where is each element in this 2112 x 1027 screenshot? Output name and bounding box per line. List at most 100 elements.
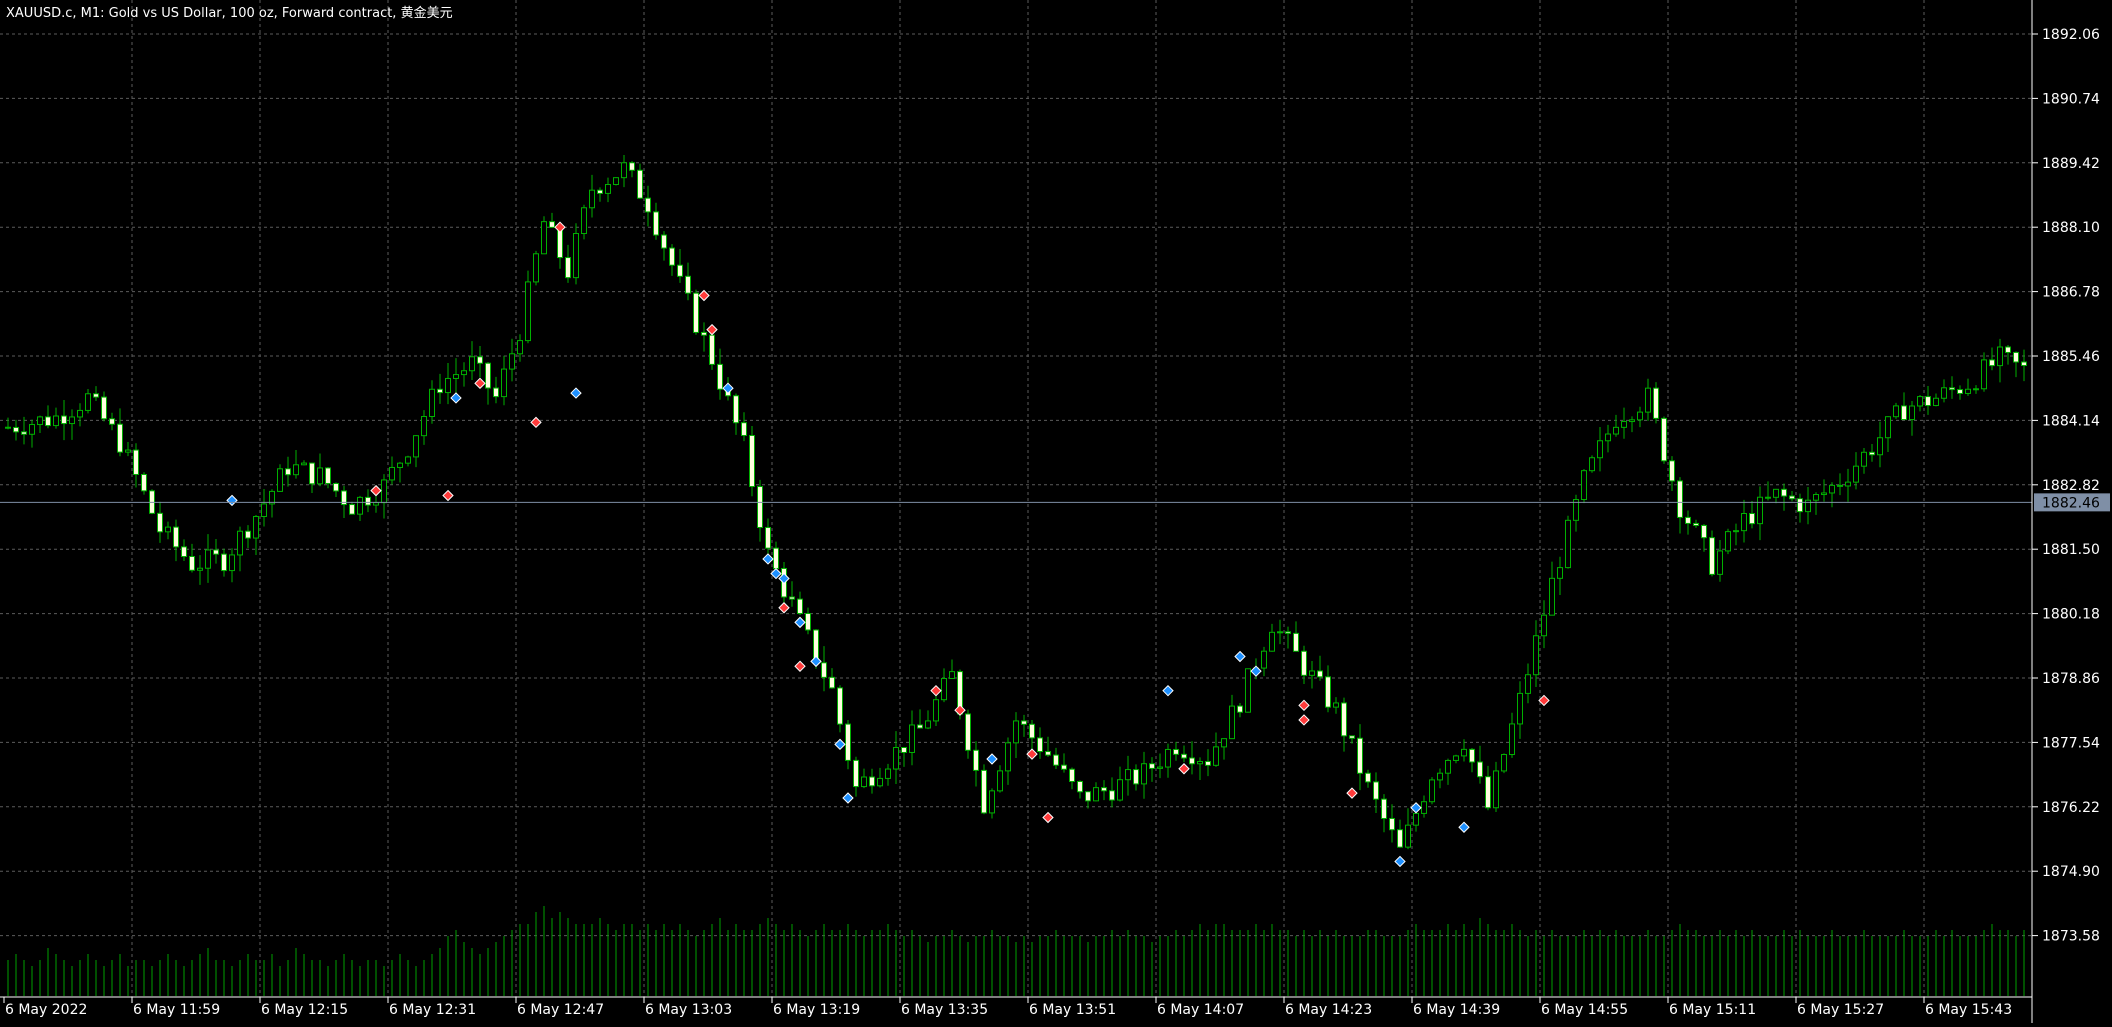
buy-trade-marker	[1234, 650, 1246, 663]
candle-body	[1461, 748, 1467, 757]
current-price-tag	[2034, 493, 2110, 512]
candle-body	[477, 356, 483, 364]
candle-body	[485, 362, 491, 389]
candle-body	[933, 699, 939, 722]
candle-body	[533, 253, 539, 283]
sell-trade-marker	[1538, 694, 1550, 707]
candle-body	[1197, 760, 1203, 765]
candle-body	[1173, 748, 1179, 755]
candle-body	[181, 546, 187, 558]
buy-trade-marker	[722, 382, 734, 394]
candle-body	[13, 426, 19, 433]
sell-trade-marker	[698, 289, 710, 302]
buy-trade-marker	[226, 494, 238, 507]
candle-body	[965, 713, 971, 751]
candle-body	[1213, 746, 1219, 766]
candle-body	[285, 468, 291, 476]
candle-body	[1149, 763, 1155, 769]
candle-body	[901, 747, 907, 753]
candle-body	[1901, 405, 1907, 421]
buy-trade-marker	[570, 387, 582, 399]
candle-body	[469, 356, 475, 372]
candle-body	[1765, 496, 1771, 499]
buy-trade-marker	[450, 392, 462, 404]
candle-body	[1485, 776, 1491, 809]
candle-body	[277, 468, 283, 492]
candle-body	[869, 776, 875, 787]
candle-body	[1141, 763, 1147, 785]
candle-body	[373, 502, 379, 506]
candle-body	[2021, 361, 2027, 367]
candle-body	[1853, 465, 1859, 483]
candle-body	[1861, 451, 1867, 467]
candle-body	[1229, 705, 1235, 740]
candle-body	[1933, 397, 1939, 407]
time-tick-label: 6 May 15:27	[1797, 1002, 1884, 1018]
candle-body	[349, 504, 355, 515]
candle-body	[493, 387, 499, 398]
candle-body	[693, 292, 699, 333]
candle-body	[2005, 346, 2011, 353]
candle-body	[1029, 723, 1035, 739]
candle-body	[565, 257, 571, 279]
time-tick-label: 6 May 13:51	[1029, 1002, 1116, 1018]
candle-body	[1997, 346, 2003, 367]
candle-body	[381, 479, 387, 504]
candle-body	[1445, 759, 1451, 774]
candle-body	[1909, 405, 1915, 421]
candle-body	[893, 747, 899, 770]
price-tick-label: 1889.42	[2042, 156, 2100, 172]
candle-body	[1749, 513, 1755, 525]
candle-body	[1269, 631, 1275, 652]
candle-body	[437, 388, 443, 394]
candle-body	[1469, 748, 1475, 763]
candle-body	[173, 526, 179, 548]
candle-body	[453, 374, 459, 379]
candle-body	[1941, 387, 1947, 399]
candle-body	[445, 377, 451, 394]
candle-body	[1493, 770, 1499, 809]
candle-body	[845, 723, 851, 761]
candle-body	[1725, 531, 1731, 552]
candle-body	[765, 526, 771, 549]
candle-body	[821, 662, 827, 678]
candle-body	[1413, 812, 1419, 826]
candle-body	[629, 162, 635, 171]
candle-body	[109, 418, 115, 425]
candle-body	[1805, 499, 1811, 513]
candle-body	[1325, 676, 1331, 708]
candle-body	[877, 777, 883, 787]
candle-body	[2013, 351, 2019, 363]
candle-body	[1405, 824, 1411, 848]
candle-body	[981, 769, 987, 814]
candle-body	[429, 388, 435, 418]
candle-body	[357, 496, 363, 515]
candle-body	[1317, 670, 1323, 678]
candle-body	[389, 466, 395, 481]
candle-body	[509, 353, 515, 370]
candle-body	[989, 790, 995, 814]
candle-body	[581, 207, 587, 235]
candle-body	[1685, 516, 1691, 524]
candle-body	[1845, 481, 1851, 487]
buy-trade-marker	[986, 753, 998, 765]
candle-body	[1261, 650, 1267, 669]
buy-trade-marker	[1410, 802, 1422, 814]
candle-body	[1021, 720, 1027, 725]
candle-body	[1757, 496, 1763, 525]
candle-body	[461, 370, 467, 376]
buy-trade-marker	[1458, 821, 1470, 833]
candle-body	[1965, 388, 1971, 394]
price-tick-label: 1882.82	[2042, 478, 2100, 494]
candle-body	[1357, 737, 1363, 774]
candle-body	[1613, 426, 1619, 435]
candle-body	[589, 189, 595, 209]
candle-body	[733, 395, 739, 424]
candle-body	[1677, 480, 1683, 518]
candle-body	[501, 368, 507, 398]
candle-body	[797, 598, 803, 615]
candle-body	[613, 177, 619, 185]
